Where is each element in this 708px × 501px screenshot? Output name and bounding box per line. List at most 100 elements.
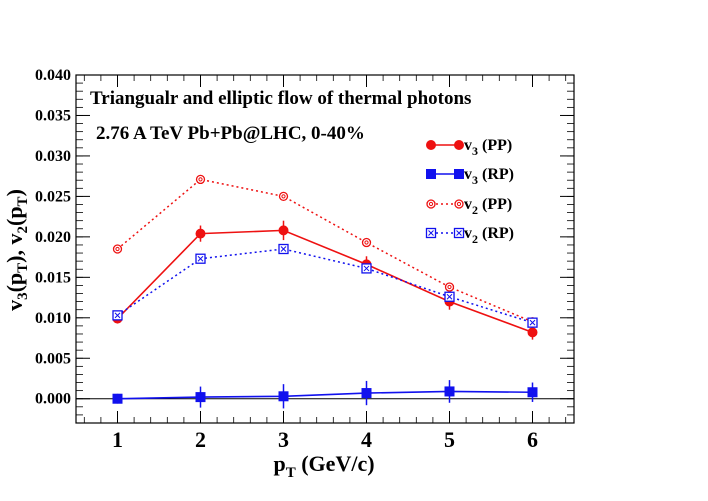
legend-marker-start-v2-pp-ring [426,199,436,209]
data-point-v3-rp [527,387,538,398]
x-axis-label-sub: T [286,465,296,481]
x-tick-label: 4 [361,427,372,452]
series-line-v3-pp [116,229,533,334]
data-point-v2-pp-core [115,246,120,252]
legend-label-sub: 2 [472,203,478,217]
legend-label-rest: (RP) [478,225,514,242]
y-axis-label-p2: (p [2,273,27,293]
plot-frame [75,74,575,424]
legend-item-v2-pp: v2 (PP) [426,196,512,217]
legend-item-v3-pp: v3 (PP) [426,137,512,158]
y-tick-labels: 0.000 0.005 0.010 0.015 0.020 0.025 0.030 0.035… [35,67,71,408]
data-point-v2-rp [278,243,289,255]
legend-label-main: v [464,137,472,154]
data-point-v3-pp [195,228,206,239]
y-tick-label: 0.040 [35,67,71,84]
data-point-v2-rp [361,263,372,274]
legend-label-main: v [464,166,472,183]
legend-label-rest: (RP) [478,166,514,183]
data-point-v2-pp [444,282,455,292]
legend-label-sub: 2 [472,232,478,246]
legend-label-main: v [464,225,472,242]
y-axis-label-s3: 2 [15,226,31,234]
y-tick-label: 0.005 [35,350,71,367]
data-point-v3-rp [195,392,206,403]
data-point-v2-pp-ring [195,174,206,185]
data-point-v3-rp [278,391,289,402]
data-point-v2-rp [444,291,455,302]
data-point-v2-pp-ring [444,282,455,292]
data-point-v3-rp [361,388,372,399]
data-point-v2-pp [195,174,206,185]
data-point-v2-pp-core [364,240,369,245]
x-tick-label: 2 [195,427,206,452]
legend-label-sub: 3 [472,173,478,187]
legend-marker-end-v2-pp-ring [454,199,464,209]
x-tick-label: 3 [278,427,289,452]
data-point-v3-rp [112,393,123,404]
data-point-v2-rp-cross [529,319,536,326]
data-point-v2-rp [527,317,538,328]
y-tick-label: 0.025 [35,188,71,205]
y-tick-label: 0.020 [35,229,71,246]
x-axis-label-rest: (GeV/c) [296,451,375,476]
y-tick-label: 0.035 [35,107,71,124]
data-point-v2-rp-cross [197,255,204,262]
chart-subtitle: 2.76 A TeV Pb+Pb@LHC, 0-40% [96,123,365,144]
series-line-v2-rp [117,248,533,324]
x-tick-labels: 1 2 3 4 5 6 [112,427,538,452]
legend-marker-start-v3-pp [426,140,436,150]
series-line-v3-rp [117,390,533,400]
series-layer [112,174,538,409]
x-tick-label: 5 [444,427,455,452]
legend-marker-start-v2-rp-cross [428,230,434,236]
legend-label-v2-rp: v2 (RP) [464,225,514,246]
legend-label-rest: (PP) [478,137,512,154]
data-point-v2-pp [278,191,289,202]
legend-marker-end-v2-rp [453,227,465,239]
legend-item-v2-rp: v2 (RP) [425,225,514,246]
legend-label-main: v [464,196,472,213]
y-axis-label-p5: ) [2,189,27,196]
legend: v3 (PP)v3 (RP)v2 (PP)v2 (RP) [425,137,514,246]
series-v3-rp [112,380,538,409]
data-point-v2-rp [112,310,123,321]
legend-marker-start-v3-rp [426,169,436,179]
y-axis-label-p1: v [2,300,27,311]
y-axis-label-s2: T [15,263,31,273]
data-point-v2-pp-core [281,194,286,199]
data-point-v2-rp-cross [114,312,121,319]
x-axis-label-main: p [273,451,285,476]
series-line-v2-pp [117,178,533,323]
legend-marker-start-v2-pp [426,199,436,209]
legend-label-v2-pp: v2 (PP) [464,196,512,217]
legend-marker-end-v2-pp-core [456,201,462,207]
data-point-v2-pp [361,237,372,248]
chart-title: Triangualr and elliptic flow of thermal … [90,88,471,109]
data-point-v2-rp-cross [446,293,453,300]
legend-label-sub: 3 [472,144,478,158]
y-axis-label: v3(pT), v2(pT) [2,189,31,311]
y-axis-label-p3: ), v [2,234,27,263]
data-point-v2-pp-ring [361,237,372,248]
y-axis-label-p4: (p [2,206,27,226]
y-tick-label: 0.030 [35,148,71,165]
data-point-v3-rp [444,386,455,397]
y-axis-label-s1: 3 [15,292,31,300]
y-tick-label: 0.010 [35,310,71,327]
legend-marker-end-v3-pp [454,140,464,150]
y-axis-label-s4: T [15,196,31,206]
x-tick-label: 1 [112,427,123,452]
legend-marker-end-v3-rp [454,169,464,179]
data-point-v2-pp-ring [278,191,289,202]
x-axis-label: pT (GeV/c) [273,451,374,481]
x-tick-label: 6 [527,427,538,452]
data-point-v2-pp [112,244,123,254]
data-point-v2-pp-core [198,177,203,182]
data-point-v2-rp-cross [280,246,287,252]
ticks [76,74,574,424]
legend-label-v3-rp: v3 (RP) [464,166,514,187]
series-v2-rp [112,243,538,328]
legend-marker-start-v2-rp [425,227,437,239]
